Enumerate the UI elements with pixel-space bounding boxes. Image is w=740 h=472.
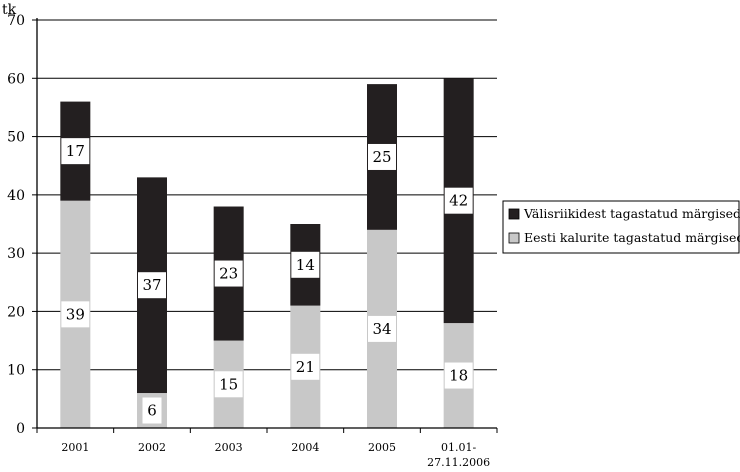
y-tick-label: 20 [7, 304, 25, 320]
data-label-box [291, 353, 320, 380]
data-label: 6 [147, 402, 157, 420]
y-tick-label: 60 [7, 71, 25, 87]
data-label: 39 [66, 305, 85, 323]
x-tick-label: 2005 [368, 441, 396, 454]
y-tick-label: 70 [7, 13, 25, 29]
data-label: 17 [66, 142, 85, 160]
y-tick-label: 30 [7, 246, 25, 262]
x-tick-label: 2001 [61, 441, 89, 454]
legend-box [502, 200, 740, 254]
data-label-box [444, 362, 473, 389]
y-tick-label: 0 [16, 421, 25, 437]
x-tick-label: 27.11.2006 [427, 456, 490, 469]
legend-label: Välisriikidest tagastatud märgised [523, 206, 740, 221]
data-label-box [142, 397, 162, 424]
data-label-box [61, 138, 90, 165]
data-label: 34 [372, 320, 391, 338]
data-label: 25 [372, 148, 391, 166]
y-tick-label: 40 [7, 188, 25, 204]
data-label: 37 [142, 276, 161, 294]
legend-swatch [508, 232, 520, 244]
data-label: 21 [296, 358, 315, 376]
y-tick-labels: 0 10 20 30 40 50 60 70 [7, 13, 25, 437]
data-label-box [368, 143, 396, 170]
data-label-box [61, 301, 90, 328]
data-label: 15 [219, 375, 238, 393]
data-label: 42 [449, 192, 468, 210]
data-label: 18 [449, 367, 468, 385]
y-tick-label: 10 [7, 363, 25, 379]
x-tick-label: 2004 [291, 441, 319, 454]
data-label-box [214, 371, 243, 398]
data-label-box [214, 260, 243, 287]
legend-label: Eesti kalurite tagastatud märgised [524, 230, 740, 245]
gridlines [37, 19, 497, 371]
data-label-box [291, 251, 320, 278]
data-label: 14 [296, 256, 315, 274]
y-axis-unit-label: tk [2, 2, 17, 18]
data-label: 23 [219, 265, 238, 283]
x-tick-label: 2002 [138, 441, 166, 454]
data-label-box [444, 187, 473, 214]
data-label-box [138, 272, 166, 299]
x-tick-label: 01.01- [441, 441, 476, 454]
x-tick-labels: 2001 2002 2003 2004 2005 01.01- 27.11.2006 [61, 441, 490, 469]
axes [32, 18, 498, 433]
data-label-box [368, 315, 396, 342]
y-tick-label: 50 [7, 130, 25, 146]
legend: Välisriikidest tagastatud märgised Eesti … [502, 200, 740, 254]
x-tick-label: 2003 [215, 441, 243, 454]
legend-swatch [508, 208, 520, 220]
data-labels: 39 17 6 37 15 23 21 14 34 25 18 42 [61, 138, 473, 424]
